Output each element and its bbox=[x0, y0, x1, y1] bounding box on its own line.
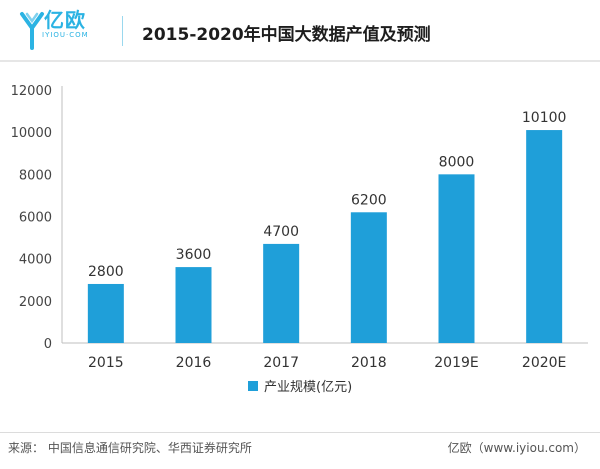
yiou-logo-icon bbox=[20, 12, 44, 50]
y-tick-label: 12000 bbox=[11, 84, 52, 99]
x-tick-label: 2020E bbox=[522, 355, 566, 371]
header-divider bbox=[122, 16, 123, 46]
legend-swatch bbox=[248, 381, 258, 391]
x-tick-label: 2015 bbox=[88, 355, 124, 371]
header: 亿欧 IYIOU·COM 2015-2020年中国大数据产值及预测 bbox=[0, 0, 600, 64]
header-underline bbox=[0, 60, 600, 62]
chart-title: 2015-2020年中国大数据产值及预测 bbox=[142, 25, 431, 45]
legend-label: 产业规模(亿元) bbox=[264, 380, 352, 395]
y-tick-label: 4000 bbox=[19, 253, 52, 268]
source-note: 来源： 中国信息通信研究院、华西证券研究所 bbox=[8, 441, 252, 455]
data-label: 3600 bbox=[176, 247, 212, 263]
bar bbox=[438, 174, 475, 343]
bar bbox=[526, 130, 563, 343]
x-tick-label: 2018 bbox=[351, 355, 387, 371]
y-tick-label: 10000 bbox=[11, 126, 52, 141]
bar bbox=[350, 212, 387, 343]
y-tick-label: 0 bbox=[44, 337, 52, 352]
logo-name: 亿欧 bbox=[44, 8, 86, 32]
data-label: 2800 bbox=[88, 264, 124, 280]
y-tick-label: 8000 bbox=[19, 168, 52, 183]
y-tick-label: 6000 bbox=[19, 211, 52, 226]
bar bbox=[87, 283, 124, 343]
bar bbox=[175, 267, 212, 343]
bar-chart: 0 2000 4000 6000 8000 10000 12000 2800 2015 3600 2… bbox=[11, 84, 588, 395]
y-tick-label: 2000 bbox=[19, 295, 52, 310]
data-label: 8000 bbox=[439, 154, 475, 170]
data-label: 6200 bbox=[351, 192, 387, 208]
data-label: 10100 bbox=[522, 110, 567, 126]
credit-note: 亿欧（www.iyiou.com） bbox=[447, 441, 586, 455]
data-label: 4700 bbox=[263, 224, 299, 240]
x-tick-label: 2019E bbox=[434, 355, 478, 371]
bar bbox=[263, 243, 300, 343]
footer-divider bbox=[0, 432, 600, 433]
x-tick-label: 2016 bbox=[176, 355, 212, 371]
x-tick-label: 2017 bbox=[263, 355, 299, 371]
logo-subtitle: IYIOU·COM bbox=[42, 31, 89, 39]
